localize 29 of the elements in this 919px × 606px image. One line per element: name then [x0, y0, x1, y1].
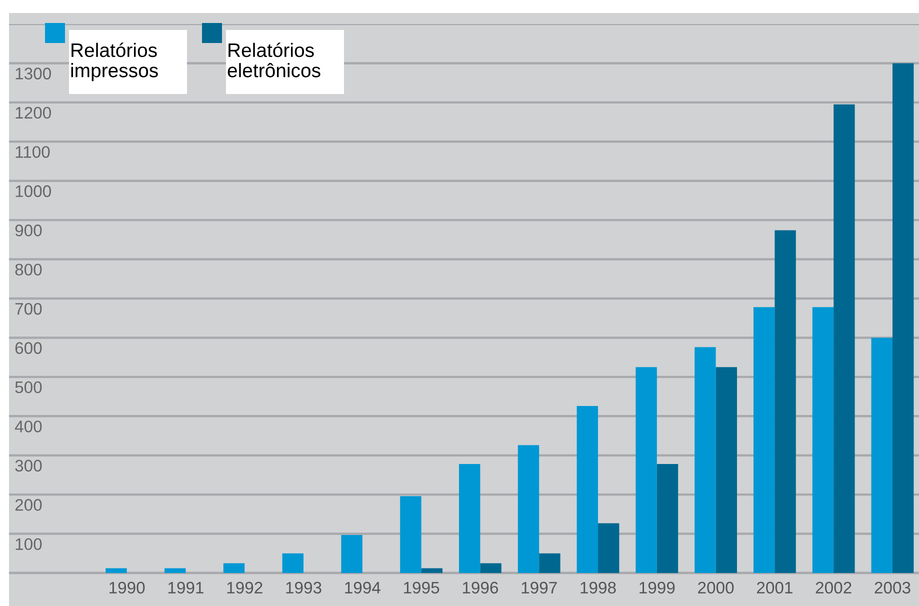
- x-tick-label: 2001: [757, 582, 792, 594]
- y-tick-label: 1000: [16, 185, 51, 198]
- x-tick-label: 1994: [345, 582, 380, 594]
- y-tick-label: 200: [15, 499, 42, 511]
- y-tick-label: 700: [15, 302, 42, 315]
- legend-label: Relatórios eletrônicos: [228, 42, 320, 78]
- x-tick-label: 1999: [640, 582, 675, 594]
- x-tick-label: 1997: [522, 582, 557, 594]
- y-tick-label: 400: [14, 420, 42, 432]
- x-tick-label: 2003: [874, 582, 910, 594]
- x-tick-label: 1996: [462, 582, 498, 594]
- x-tick-label: 1990: [110, 582, 145, 594]
- y-tick-label: 1300: [16, 68, 51, 80]
- y-tick-label: 100: [16, 538, 42, 550]
- legend-label: Relatórios impressos: [71, 42, 158, 82]
- x-tick-label: 1998: [580, 582, 616, 594]
- y-tick-label: 900: [15, 224, 42, 236]
- y-tick-label: 800: [15, 264, 42, 276]
- x-tick-label: 2002: [816, 582, 852, 594]
- x-tick-label: 1991: [168, 582, 204, 594]
- y-tick-label: 1100: [16, 146, 50, 158]
- x-tick-label: 1993: [286, 582, 322, 594]
- x-tick-label: 1992: [227, 582, 262, 594]
- y-tick-label: 1200: [16, 106, 51, 119]
- x-tick-label: 2000: [698, 582, 734, 594]
- y-tick-label: 500: [15, 381, 42, 394]
- y-tick-label: 600: [15, 342, 42, 354]
- y-tick-label: 300: [15, 460, 42, 472]
- x-tick-label: 1995: [404, 582, 440, 594]
